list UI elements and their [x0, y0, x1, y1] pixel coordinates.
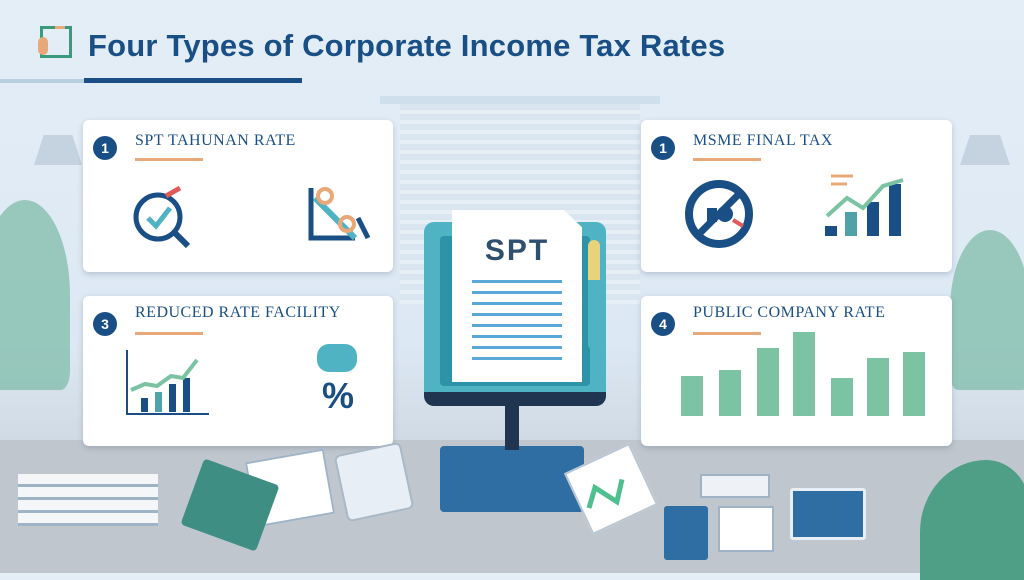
- card-title: MSME Final Tax: [693, 132, 833, 149]
- card-spt-tahunan-rate: 1 SPT Tahunan Rate: [83, 120, 393, 272]
- card-title: Reduced Rate Facility: [135, 304, 341, 321]
- chart-notepad-icon: [564, 442, 658, 536]
- spt-document: SPT: [452, 210, 582, 382]
- percent-icon: %: [317, 344, 357, 416]
- card-title: Public Company Rate: [693, 304, 886, 321]
- card-title: SPT Tahunan Rate: [135, 132, 296, 149]
- document-text-lines: [472, 280, 562, 360]
- bar-chart-icon: [681, 332, 926, 416]
- ceiling-lamp: [960, 135, 1010, 165]
- no-money-icon: [685, 180, 753, 248]
- title-underline-light: [0, 79, 84, 83]
- calendar-icon: [718, 506, 774, 552]
- bar-chart-growth-icon: [825, 174, 904, 236]
- logo-icon: [38, 26, 72, 58]
- card-public-company-rate: 4 Public Company Rate: [641, 296, 952, 446]
- accent-line: [693, 332, 761, 335]
- svg-text:%: %: [322, 375, 354, 416]
- document-label: SPT: [484, 234, 550, 267]
- card-number-badge: 3: [93, 312, 117, 336]
- calculator-icon: [333, 441, 415, 523]
- window-frame: [380, 96, 660, 104]
- book-stack: [18, 474, 158, 526]
- accent-line: [135, 332, 203, 335]
- monitor-stand-neck: [505, 400, 519, 450]
- accent-line: [135, 158, 203, 161]
- card-number-badge: 1: [651, 136, 675, 160]
- target-check-magnifier-icon: [133, 185, 191, 249]
- card-number-badge: 4: [651, 312, 675, 336]
- plant-right: [950, 230, 1024, 390]
- card-reduced-rate-facility: 3 Reduced Rate Facility %: [83, 296, 393, 446]
- percent-tag-icon: [308, 187, 371, 241]
- monitor-stand-base: [440, 446, 584, 512]
- pen-icon: [588, 240, 600, 350]
- monitor-small-icon: [790, 488, 866, 540]
- page-title: Four Types of Corporate Income Tax Rates: [88, 28, 726, 63]
- plant-left: [0, 200, 70, 390]
- keyboard-icon: [700, 474, 770, 498]
- tablet-icon: [664, 506, 708, 560]
- card-number-badge: 1: [93, 136, 117, 160]
- title-underline: [84, 78, 302, 83]
- ceiling-lamp: [34, 135, 82, 165]
- card-msme-final-tax: 1 MSME Final Tax: [641, 120, 952, 272]
- accent-line: [693, 158, 761, 161]
- growth-chart-icon: [126, 350, 209, 415]
